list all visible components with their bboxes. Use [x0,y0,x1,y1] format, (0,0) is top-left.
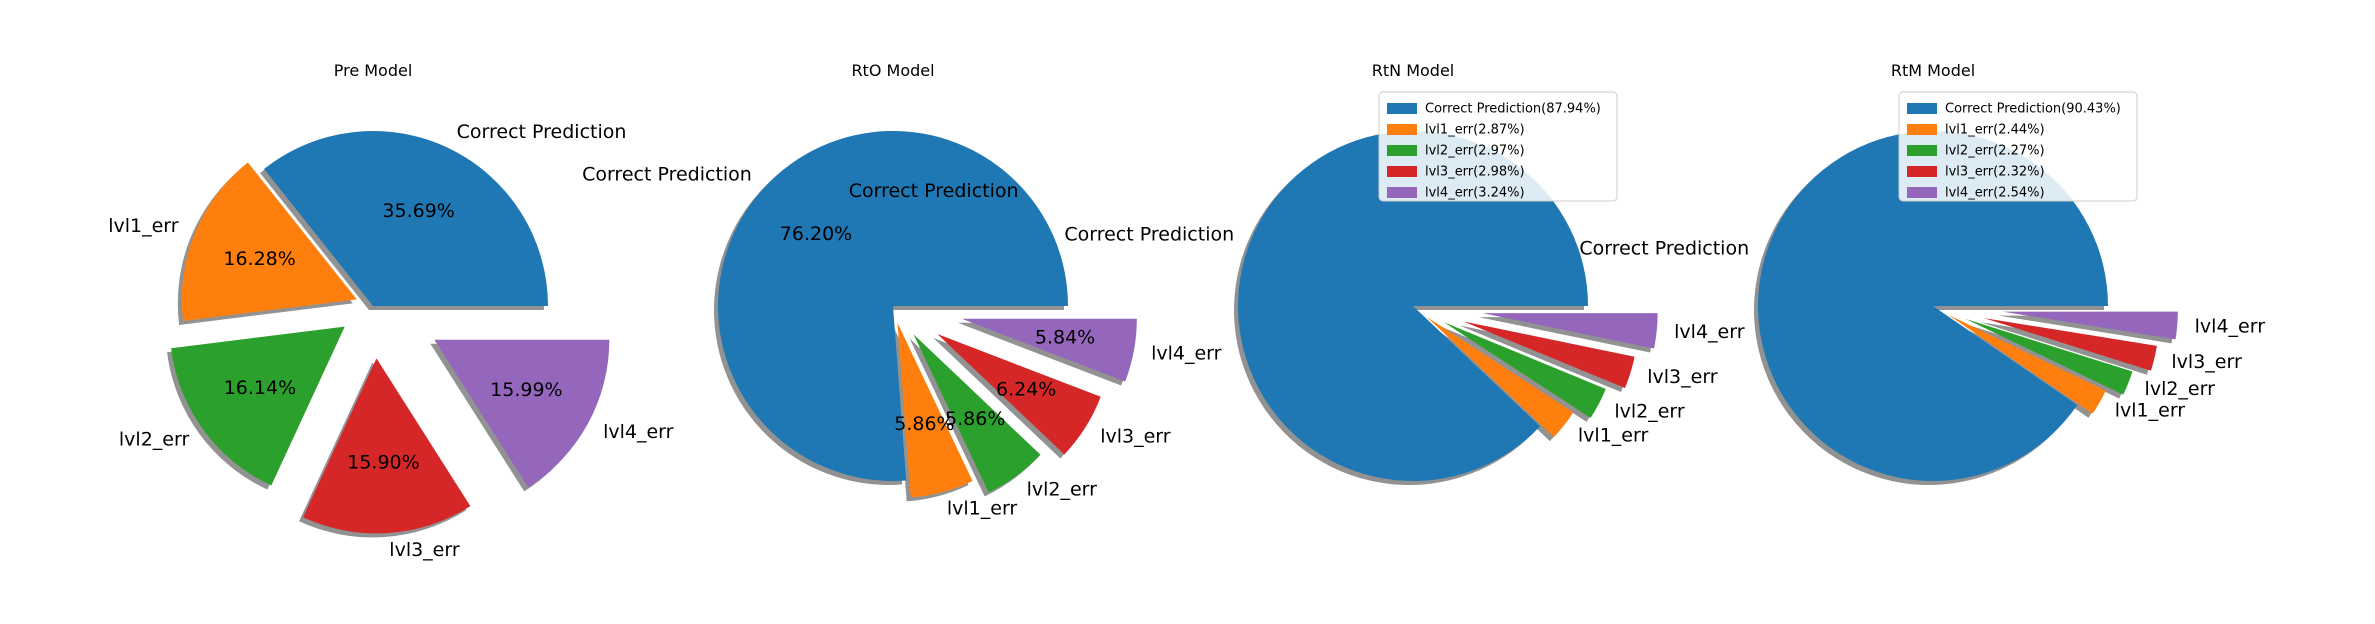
chart-title: Pre Model [334,61,413,80]
pie-slice-lvl1-err [181,162,357,321]
pie-slice-lvl2-err [171,326,345,486]
slice-label: lvl1_err [1578,425,1649,447]
pie-slice-lvl2-err [913,334,1041,493]
pie-slice-lvl4-err [1482,313,1658,349]
pie-slice-lvl3-err [937,334,1101,455]
legend-swatch [1387,124,1417,135]
legend-entry: lvl4_err(2.54%) [1945,186,2045,201]
pie-chart-1: Pre Model Correct Prediction lvl1_err lvl2_… [108,61,673,561]
pie-slice-lvl3-err [1984,318,2157,371]
slice-percent-label: 15.90% [347,452,419,474]
slice-label: lvl4_err [1674,321,1745,343]
legend-swatch [1387,166,1417,177]
pie-slice-shadow-lvl3-err [1459,325,1631,393]
slice-label: lvl4_err [603,421,674,443]
slice-label-extra: Correct Prediction [849,180,1019,202]
legend-entry: lvl4_err(3.24%) [1425,186,1525,201]
slice-label: lvl2_err [1027,479,1098,501]
pie-slice-correct-prediction [1758,131,2108,482]
pie-slice-shadow-lvl3-err [1980,322,2153,375]
legend-swatch [1907,124,1937,135]
slice-label: lvl2_err [1614,400,1685,422]
pie-slice-lvl2-err [1965,318,2133,395]
chart-title: RtM Model [1891,61,1975,80]
pie-slice-lvl4-err [434,339,610,488]
slice-percent-label: 16.28% [223,248,295,270]
slice-label: lvl3_err [1647,366,1718,388]
pie-slice-lvl3-err [303,358,471,534]
pie-slice-lvl4-err [2002,311,2178,340]
slice-label: lvl1_err [947,497,1018,519]
pie-chart-3: RtN Model Correct Prediction lvl1_err lvl2_… [1064,61,1745,485]
slice-percent-label: 76.20% [780,223,852,245]
slice-label: Correct Prediction [582,164,752,186]
pie-slice-lvl3-err [1463,321,1635,389]
slice-label: lvl3_err [2171,351,2242,373]
slice-label: lvl3_err [1100,425,1171,447]
slice-label: lvl4_err [1151,342,1222,364]
pie-slice-lvl4-err [961,318,1137,382]
legend-swatch [1387,187,1417,198]
slice-percent-label: 5.84% [1035,326,1095,348]
legend-entry: Correct Prediction(90.43%) [1945,102,2121,117]
slice-label: Correct Prediction [1064,223,1234,245]
pie-chart-2: RtO Model Correct Prediction lvl1_err lvl2_… [582,61,1222,519]
slice-percent-label: 16.14% [224,377,296,399]
legend-swatch [1907,145,1937,156]
pie-slice-correct-prediction [1238,130,1588,481]
slice-label: Correct Prediction [457,121,627,143]
legend-entry: lvl2_err(2.27%) [1945,144,2045,159]
slice-label: lvl2_err [119,429,190,451]
slice-percent-label: 15.99% [490,379,562,401]
legend-entry: lvl3_err(2.32%) [1945,165,2045,180]
chart-legend: Correct Prediction(87.94%) lvl1_err(2.87%… [1378,91,1618,202]
slice-label: lvl3_err [389,539,460,561]
slice-label: Correct Prediction [1579,237,1749,259]
pie-slice-correct-prediction [264,130,548,306]
pie-slice-correct-prediction [718,131,1068,482]
chart-title: RtN Model [1372,61,1454,80]
legend-swatch [1387,145,1417,156]
slice-percent-label: 35.69% [382,200,454,222]
slice-percent-label: 5.86% [894,413,954,435]
legend-entry: lvl3_err(2.98%) [1425,165,1525,180]
slice-percent-label: 6.24% [996,379,1056,401]
pie-slice-lvl1-err [1426,316,1574,438]
legend-entry: lvl1_err(2.87%) [1425,123,1525,138]
legend-swatch [1387,103,1417,114]
slice-percent-label: 5.86% [945,408,1005,430]
legend-entry: lvl2_err(2.97%) [1425,144,1525,159]
slice-label: lvl2_err [2145,378,2216,400]
chart-title: RtO Model [851,61,934,80]
pie-slice-lvl1-err [897,322,973,498]
legend-swatch [1907,103,1937,114]
slice-label: lvl1_err [108,215,179,237]
chart-legend: Correct Prediction(90.43%) lvl1_err(2.44%… [1898,91,2138,202]
legend-entry: Correct Prediction(87.94%) [1425,102,1601,117]
slice-label: lvl4_err [2195,315,2266,337]
pie-slice-lvl1-err [1948,314,2106,414]
slice-label: lvl1_err [2115,400,2186,422]
legend-entry: lvl1_err(2.44%) [1945,123,2045,138]
legend-box [1898,91,2138,202]
legend-box [1378,91,1618,202]
pie-slice-lvl2-err [1443,322,1606,418]
legend-swatch [1907,166,1937,177]
legend-swatch [1907,187,1937,198]
